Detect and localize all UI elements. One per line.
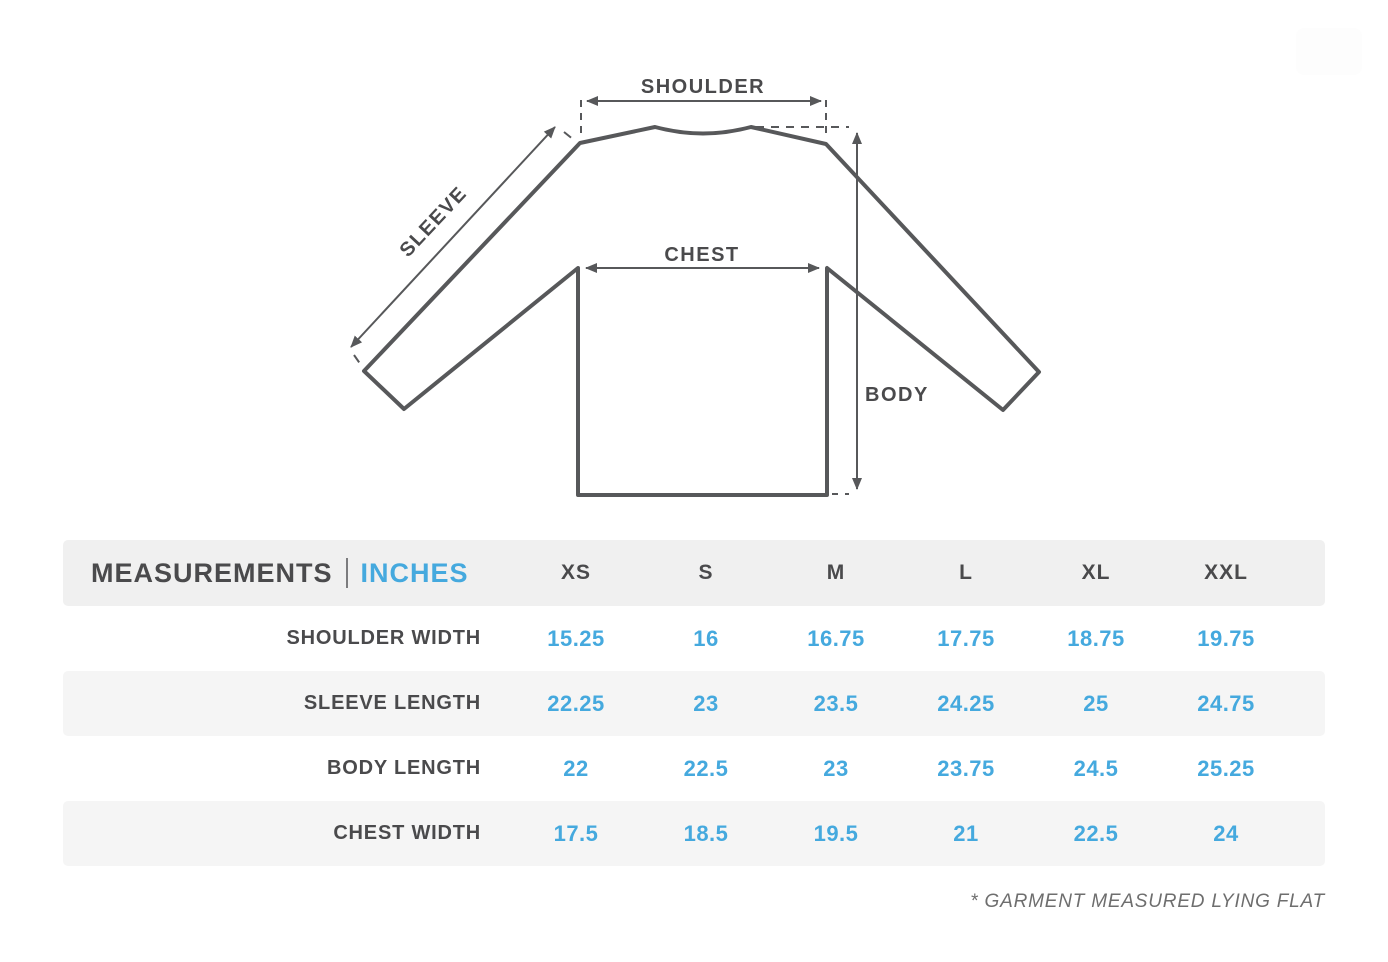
cell-value: 23.5 (813, 690, 859, 716)
cell-value: 24.25 (937, 690, 995, 716)
cell-value: 25.25 (1197, 755, 1255, 781)
cell-value: 19.75 (1197, 625, 1255, 651)
sleeve-label: SLEEVE (396, 182, 472, 261)
sleeve-dimension-arrow (350, 126, 556, 348)
cell-value: 24.75 (1197, 690, 1255, 716)
cell-value: 22.5 (683, 755, 729, 781)
size-header-xs: XS (560, 561, 591, 584)
row-label: CHEST WIDTH (333, 822, 481, 844)
watermark (1296, 28, 1362, 75)
title-divider (345, 558, 348, 588)
cell-value: 25 (1083, 690, 1109, 716)
row-label: SLEEVE LENGTH (303, 692, 481, 714)
table-header-row: MEASUREMENTS INCHES XS S M L XL XXL (63, 540, 1325, 606)
size-header-s: S (698, 561, 714, 584)
table-row-sleeve-length: SLEEVE LENGTH 22.25 23 23.5 24.25 25 24.… (63, 671, 1325, 736)
cell-value: 19.5 (813, 820, 859, 846)
cell-value: 15.25 (547, 625, 605, 651)
measurements-table: MEASUREMENTS INCHES XS S M L XL XXL SHOU… (63, 540, 1325, 866)
row-label: BODY LENGTH (327, 757, 481, 779)
cell-value: 17.75 (937, 625, 995, 651)
size-header-l: L (959, 561, 973, 584)
cell-value: 18.5 (683, 820, 729, 846)
cell-value: 21 (953, 820, 979, 846)
cell-value: 23 (693, 690, 719, 716)
cell-value: 24 (1213, 820, 1239, 846)
body-label: BODY (865, 384, 929, 406)
cell-value: 22.5 (1073, 820, 1119, 846)
cell-value: 22 (563, 755, 589, 781)
garment-diagram: SHOULDER CHEST BODY SLEEVE (350, 76, 1041, 497)
size-header-xxl: XXL (1204, 561, 1248, 584)
sleeve-extension-bottom (353, 354, 362, 366)
table-unit: INCHES (360, 557, 469, 588)
table-row-shoulder-width: SHOULDER WIDTH 15.25 16 16.75 17.75 18.7… (63, 606, 1325, 671)
cell-value: 22.25 (547, 690, 605, 716)
cell-value: 16.75 (807, 625, 865, 651)
table-row-chest-width: CHEST WIDTH 17.5 18.5 19.5 21 22.5 24 (63, 801, 1325, 866)
table-row-body-length: BODY LENGTH 22 22.5 23 23.75 24.5 25.25 (63, 736, 1325, 801)
chest-label: CHEST (664, 244, 739, 266)
measurement-footnote: * GARMENT MEASURED LYING FLAT (970, 891, 1325, 912)
cell-value: 17.5 (553, 820, 599, 846)
size-header-m: M (826, 561, 846, 584)
table-title-cell: MEASUREMENTS INCHES (63, 558, 511, 589)
cell-value: 16 (693, 625, 719, 651)
sleeve-extension-top (563, 131, 575, 141)
cell-value: 23 (823, 755, 849, 781)
garment-diagram-svg: SHOULDER CHEST BODY SLEEVE (350, 76, 1041, 497)
cell-value: 23.75 (937, 755, 995, 781)
garment-outline (362, 125, 1041, 497)
cell-value: 24.5 (1073, 755, 1119, 781)
shoulder-label: SHOULDER (641, 76, 765, 98)
cell-value: 18.75 (1067, 625, 1125, 651)
table-title: MEASUREMENTS (91, 557, 333, 588)
row-label: SHOULDER WIDTH (286, 627, 481, 649)
size-header-xl: XL (1081, 561, 1111, 584)
